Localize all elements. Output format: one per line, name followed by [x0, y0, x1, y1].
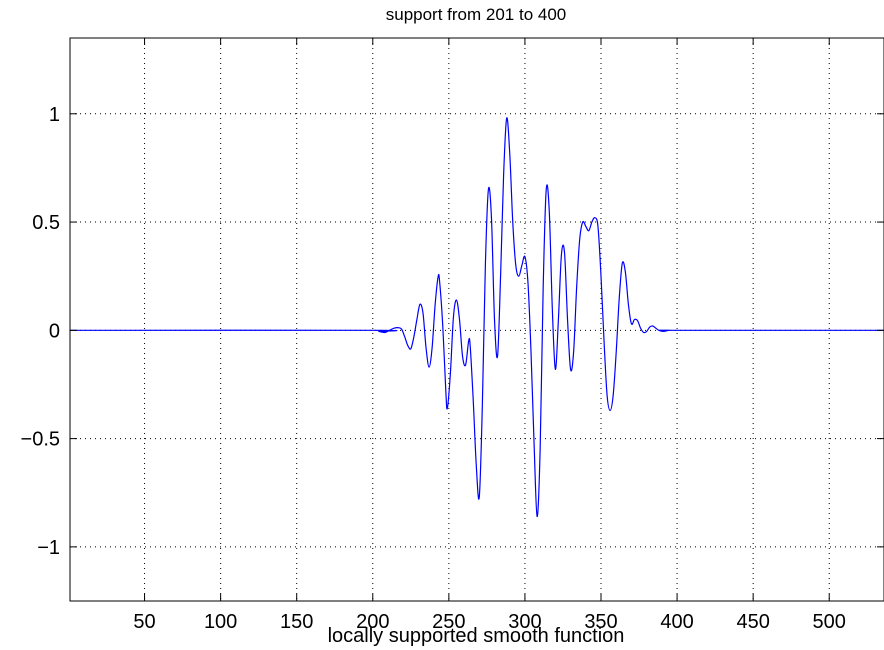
x-axis-label: locally supported smooth function: [328, 625, 625, 647]
x-tick-label: 350: [584, 611, 617, 633]
grid: [70, 38, 884, 601]
x-tick-label: 100: [204, 611, 237, 633]
x-tick-label: 150: [280, 611, 313, 633]
series: [69, 117, 884, 518]
y-tick-label: 0: [49, 320, 60, 342]
x-tick-label: 200: [356, 611, 389, 633]
y-tick-label: 0.5: [32, 212, 60, 234]
x-tick-label: 400: [660, 611, 693, 633]
y-tick-label: 1: [49, 104, 60, 126]
x-tick-label: 450: [736, 611, 769, 633]
ticks: 50 100 150 200 250 300 350 400 450 500 −1 −0.5 0 0.5 1: [21, 38, 884, 633]
plot-frame: [69, 37, 884, 602]
x-tick-label: 300: [508, 611, 541, 633]
chart-title: support from 201 to 400: [386, 5, 567, 24]
x-tick-label: 500: [813, 611, 846, 633]
x-tick-label: 50: [133, 611, 155, 633]
y-tick-label: −1: [37, 537, 60, 559]
series-line: [69, 117, 884, 518]
y-tick-label: −0.5: [21, 429, 60, 451]
x-tick-label: 250: [432, 611, 465, 633]
